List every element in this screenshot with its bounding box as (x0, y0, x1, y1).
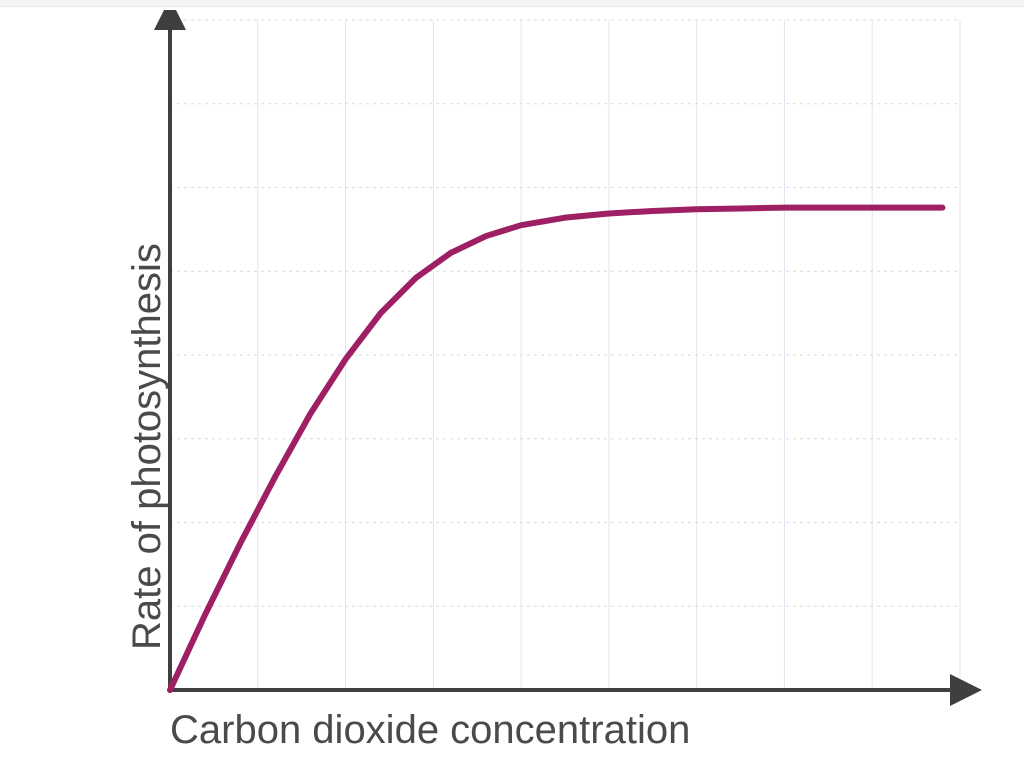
y-axis-label: Rate of photosynthesis (125, 243, 170, 650)
x-axis-label: Carbon dioxide concentration (170, 708, 690, 753)
saturation-curve-chart (40, 10, 984, 770)
top-separator (0, 0, 1024, 7)
chart-frame: Rate of photosynthesis Carbon dioxide co… (0, 0, 1024, 781)
chart-container: Rate of photosynthesis Carbon dioxide co… (40, 10, 984, 770)
